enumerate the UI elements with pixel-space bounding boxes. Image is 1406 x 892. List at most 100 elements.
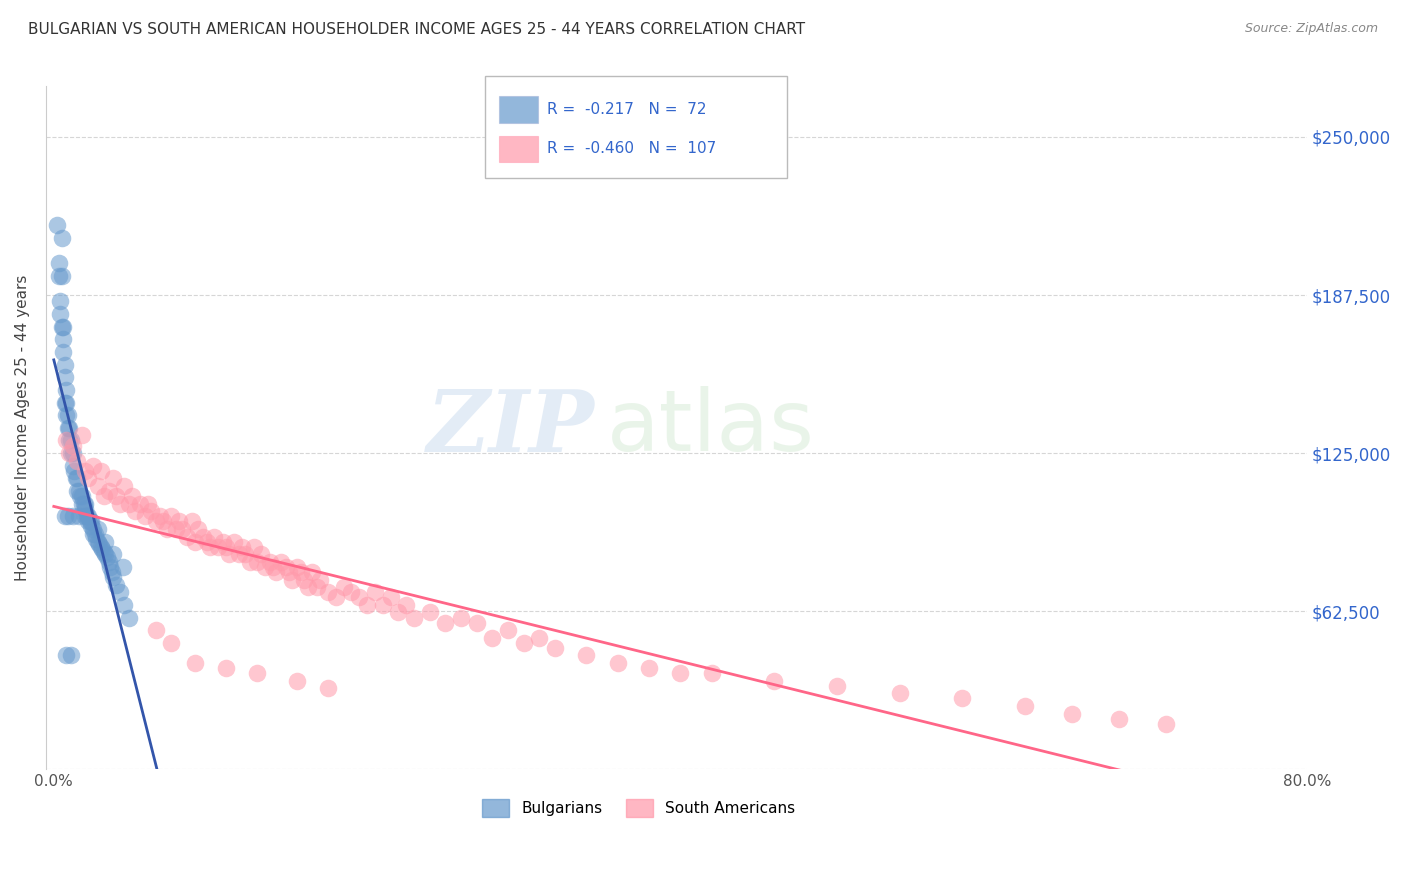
Point xyxy=(82,458,104,473)
Point xyxy=(86,534,108,549)
Point xyxy=(86,479,108,493)
Point xyxy=(825,679,848,693)
Point xyxy=(200,540,222,554)
Point xyxy=(228,547,250,561)
Text: BULGARIAN VS SOUTH AMERICAN HOUSEHOLDER INCOME AGES 25 - 44 YEARS CORRELATION CH: BULGARIAN VS SOUTH AMERICAN HOUSEHOLDER … xyxy=(28,22,806,37)
Point xyxy=(149,509,172,524)
Point xyxy=(176,530,198,544)
Point xyxy=(215,540,238,554)
Point xyxy=(180,515,202,529)
Point xyxy=(52,319,75,334)
Point xyxy=(207,540,229,554)
Point xyxy=(277,565,299,579)
Point xyxy=(165,522,187,536)
Point xyxy=(246,555,269,569)
Point xyxy=(145,515,167,529)
Point xyxy=(371,598,394,612)
Point xyxy=(55,434,77,448)
Point xyxy=(94,534,117,549)
Point xyxy=(270,555,292,569)
Point xyxy=(285,673,308,688)
Point xyxy=(67,509,90,524)
Point xyxy=(52,345,75,359)
Point xyxy=(297,580,319,594)
Point xyxy=(215,661,238,675)
Text: R =  -0.217   N =  72: R = -0.217 N = 72 xyxy=(547,103,706,117)
Point xyxy=(62,509,84,524)
Point xyxy=(82,527,104,541)
Point xyxy=(155,522,177,536)
Point xyxy=(108,585,131,599)
Point xyxy=(103,547,125,561)
Point xyxy=(66,484,89,499)
Point xyxy=(1154,716,1177,731)
Point xyxy=(79,515,101,529)
Point xyxy=(195,534,218,549)
Point xyxy=(763,673,786,688)
Point xyxy=(91,542,114,557)
Point xyxy=(48,268,70,283)
Point xyxy=(512,636,534,650)
Point xyxy=(83,527,105,541)
Point xyxy=(70,489,93,503)
Point xyxy=(51,268,73,283)
Point xyxy=(529,631,551,645)
Point xyxy=(231,540,253,554)
Point xyxy=(950,691,973,706)
Point xyxy=(669,666,692,681)
Point xyxy=(103,471,125,485)
Point xyxy=(364,585,387,599)
Point xyxy=(93,489,115,503)
Point xyxy=(395,598,418,612)
Point xyxy=(419,606,441,620)
Point xyxy=(49,294,72,309)
Point xyxy=(72,497,94,511)
Point xyxy=(49,307,72,321)
Point xyxy=(108,497,131,511)
Point xyxy=(465,615,488,630)
Point xyxy=(51,319,73,334)
Point xyxy=(94,547,117,561)
Point xyxy=(290,565,312,579)
Point xyxy=(90,540,112,554)
Point xyxy=(316,585,339,599)
Point xyxy=(332,580,354,594)
Point xyxy=(233,547,256,561)
Point xyxy=(60,434,83,448)
Point xyxy=(294,573,316,587)
Point xyxy=(90,464,112,478)
Point xyxy=(100,565,122,579)
Point xyxy=(80,515,103,529)
Point xyxy=(75,501,97,516)
Point xyxy=(112,598,135,612)
Point xyxy=(259,555,281,569)
Point xyxy=(254,560,277,574)
Point xyxy=(1108,712,1130,726)
Point xyxy=(575,648,598,663)
Point xyxy=(1014,699,1036,714)
Y-axis label: Householder Income Ages 25 - 44 years: Householder Income Ages 25 - 44 years xyxy=(15,275,30,581)
Point xyxy=(60,648,83,663)
Text: ZIP: ZIP xyxy=(426,386,595,469)
Point xyxy=(67,484,90,499)
Point xyxy=(84,532,107,546)
Point xyxy=(222,534,245,549)
Point xyxy=(246,666,269,681)
Point xyxy=(77,509,100,524)
Point xyxy=(62,438,84,452)
Point xyxy=(53,358,76,372)
Point xyxy=(66,453,89,467)
Point xyxy=(58,446,80,460)
Point xyxy=(496,623,519,637)
Point xyxy=(139,504,162,518)
Point xyxy=(51,231,73,245)
Point xyxy=(134,509,156,524)
Point xyxy=(111,560,134,574)
Point xyxy=(86,522,108,536)
Point xyxy=(55,408,77,422)
Point xyxy=(53,395,76,409)
Point xyxy=(309,573,332,587)
Point xyxy=(889,686,911,700)
Point xyxy=(70,428,93,442)
Point xyxy=(305,580,328,594)
